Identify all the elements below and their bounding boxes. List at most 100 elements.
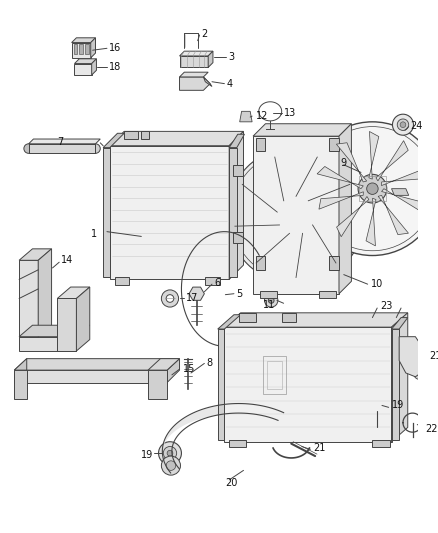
Circle shape — [306, 122, 438, 255]
Text: 21: 21 — [429, 351, 438, 361]
Polygon shape — [229, 131, 244, 279]
Bar — [79, 44, 83, 54]
Text: 9: 9 — [340, 158, 346, 168]
Text: 8: 8 — [206, 358, 212, 368]
Polygon shape — [399, 337, 425, 377]
Polygon shape — [76, 287, 90, 351]
Text: 24: 24 — [410, 120, 423, 131]
Text: 7: 7 — [57, 137, 64, 147]
Polygon shape — [317, 166, 363, 189]
Polygon shape — [381, 168, 426, 185]
Polygon shape — [253, 124, 351, 136]
Circle shape — [161, 290, 179, 307]
Text: 16: 16 — [109, 43, 121, 53]
Circle shape — [400, 122, 406, 127]
Bar — [256, 138, 265, 151]
Polygon shape — [392, 329, 399, 440]
Circle shape — [163, 447, 177, 460]
Text: 21: 21 — [313, 443, 325, 454]
Circle shape — [43, 372, 53, 382]
Polygon shape — [91, 38, 95, 58]
Bar — [329, 256, 339, 270]
Circle shape — [161, 456, 180, 475]
Polygon shape — [19, 325, 90, 337]
Circle shape — [397, 119, 409, 131]
Polygon shape — [110, 146, 229, 279]
Bar — [329, 138, 339, 151]
Bar — [233, 165, 243, 176]
Text: 17: 17 — [186, 294, 198, 303]
Polygon shape — [376, 141, 408, 181]
Polygon shape — [14, 370, 27, 399]
Polygon shape — [208, 51, 213, 67]
Polygon shape — [14, 370, 167, 383]
Circle shape — [166, 295, 174, 302]
Polygon shape — [72, 38, 95, 43]
Text: 10: 10 — [371, 279, 383, 289]
Polygon shape — [180, 56, 208, 67]
Text: 6: 6 — [214, 278, 220, 288]
Polygon shape — [28, 139, 100, 144]
Polygon shape — [218, 314, 240, 329]
Bar — [267, 360, 282, 389]
Polygon shape — [218, 329, 224, 440]
Circle shape — [279, 198, 313, 232]
Text: 19: 19 — [141, 450, 154, 460]
Text: 18: 18 — [109, 62, 121, 72]
Polygon shape — [392, 313, 408, 442]
Circle shape — [268, 297, 274, 303]
Bar — [239, 313, 256, 322]
Polygon shape — [392, 189, 409, 196]
Polygon shape — [229, 148, 237, 278]
Text: 11: 11 — [263, 300, 275, 310]
Text: 4: 4 — [226, 79, 233, 88]
Circle shape — [288, 208, 304, 223]
Polygon shape — [14, 359, 27, 370]
Circle shape — [358, 174, 387, 203]
Polygon shape — [92, 59, 96, 75]
Circle shape — [227, 147, 365, 284]
Polygon shape — [369, 132, 379, 179]
Polygon shape — [14, 359, 180, 370]
Polygon shape — [180, 72, 208, 77]
Polygon shape — [148, 370, 167, 399]
Polygon shape — [148, 359, 180, 370]
Circle shape — [91, 144, 100, 154]
Circle shape — [373, 400, 381, 407]
Polygon shape — [339, 124, 351, 294]
Bar — [229, 440, 246, 448]
Bar — [74, 44, 78, 54]
Circle shape — [370, 396, 385, 411]
Bar — [319, 291, 336, 298]
Bar — [85, 44, 89, 54]
Polygon shape — [189, 287, 205, 300]
Polygon shape — [19, 260, 38, 337]
Bar — [372, 440, 390, 448]
Text: 2: 2 — [201, 29, 208, 39]
Text: 20: 20 — [226, 478, 238, 488]
Text: 23: 23 — [380, 301, 392, 311]
Circle shape — [392, 114, 413, 135]
Polygon shape — [19, 337, 76, 351]
Circle shape — [76, 373, 82, 379]
Circle shape — [68, 369, 75, 377]
Polygon shape — [167, 359, 180, 383]
Bar — [260, 291, 277, 298]
Text: 3: 3 — [228, 52, 234, 62]
Circle shape — [367, 183, 378, 195]
Polygon shape — [103, 133, 124, 148]
Polygon shape — [253, 136, 339, 294]
Circle shape — [167, 450, 173, 456]
Bar — [263, 356, 286, 394]
Polygon shape — [224, 327, 392, 442]
Polygon shape — [319, 192, 364, 209]
Polygon shape — [180, 77, 210, 90]
Polygon shape — [28, 144, 95, 154]
Circle shape — [159, 442, 181, 465]
Text: 13: 13 — [284, 108, 296, 118]
Bar — [282, 313, 296, 322]
Polygon shape — [74, 59, 96, 63]
Polygon shape — [229, 134, 244, 148]
Text: 19: 19 — [392, 400, 404, 410]
Polygon shape — [180, 51, 213, 56]
